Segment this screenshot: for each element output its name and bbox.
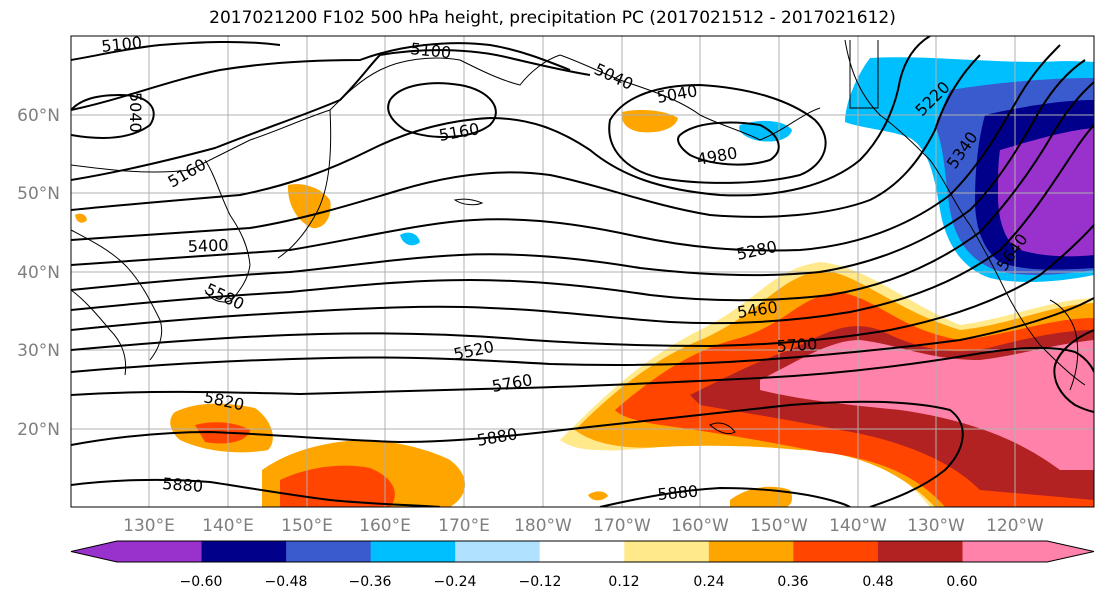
longitude-axis: 130°E 140°E 150°E 160°E 170°E 180°W 170°… bbox=[123, 516, 1044, 536]
map-frame bbox=[70, 35, 1095, 508]
colorbar-segment bbox=[793, 541, 879, 562]
lon-label: 150°W bbox=[750, 516, 808, 536]
lat-label-60: 60°N bbox=[17, 106, 60, 126]
lon-label: 150°E bbox=[281, 516, 333, 536]
latitude-axis: 60°N 50°N 40°N 30°N 20°N bbox=[17, 106, 60, 440]
colorbar-tick-label: −0.36 bbox=[349, 574, 392, 590]
colorbar-tick-label: −0.60 bbox=[180, 574, 223, 590]
colorbar bbox=[70, 540, 1095, 563]
colorbar-tick-label: −0.24 bbox=[434, 574, 477, 590]
lat-label-40: 40°N bbox=[17, 263, 60, 283]
colorbar-extend-min bbox=[71, 541, 117, 562]
lat-label-50: 50°N bbox=[17, 184, 60, 204]
colorbar-segment bbox=[539, 541, 625, 562]
colorbar-segment bbox=[370, 541, 456, 562]
lon-label: 160°E bbox=[359, 516, 411, 536]
lon-label: 160°W bbox=[671, 516, 729, 536]
lon-label: 140°E bbox=[202, 516, 254, 536]
colorbar-tick-label: 0.24 bbox=[693, 574, 724, 590]
lon-label: 130°W bbox=[907, 516, 965, 536]
lon-label: 180°W bbox=[514, 516, 572, 536]
colorbar-segment bbox=[877, 541, 963, 562]
colorbar-tick-label: 0.48 bbox=[862, 574, 893, 590]
colorbar-outline bbox=[70, 540, 1095, 563]
colorbar-tick-label: 0.36 bbox=[777, 574, 808, 590]
colorbar-ticks: −0.60 −0.48 −0.36 −0.24 −0.12 0.12 0.24 … bbox=[180, 574, 978, 590]
colorbar-tick-label: 0.60 bbox=[946, 574, 977, 590]
colorbar-segment bbox=[117, 541, 203, 562]
contour-label: 5700 bbox=[776, 334, 818, 356]
contour-label: 5100 bbox=[410, 39, 452, 62]
colorbar-tick-label: −0.48 bbox=[265, 574, 308, 590]
lat-label-30: 30°N bbox=[17, 341, 60, 361]
colorbar-segment bbox=[962, 541, 1048, 562]
colorbar-segment bbox=[455, 541, 541, 562]
lon-label: 140°W bbox=[829, 516, 887, 536]
contour-label: 5040 bbox=[126, 92, 145, 133]
colorbar-segment bbox=[201, 541, 287, 562]
colorbar-extend-max bbox=[1047, 541, 1094, 562]
lon-label: 170°E bbox=[438, 516, 490, 536]
lat-label-20: 20°N bbox=[17, 420, 60, 440]
colorbar-segment bbox=[286, 541, 372, 562]
colorbar-segment bbox=[708, 541, 794, 562]
colorbar-segment bbox=[624, 541, 710, 562]
lon-label: 130°E bbox=[123, 516, 175, 536]
height-contours bbox=[71, 36, 1094, 507]
lon-label: 170°W bbox=[593, 516, 651, 536]
contour-label: 5100 bbox=[100, 33, 142, 56]
contour-label: 5880 bbox=[657, 482, 699, 504]
lon-label: 120°W bbox=[986, 516, 1044, 536]
colorbar-tick-label: 0.12 bbox=[608, 574, 639, 590]
colorbar-tick-label: −0.12 bbox=[519, 574, 562, 590]
map-title: 2017021200 F102 500 hPa height, precipit… bbox=[209, 8, 896, 28]
contour-label: 5880 bbox=[162, 474, 204, 496]
contour-label: 5400 bbox=[187, 236, 228, 256]
